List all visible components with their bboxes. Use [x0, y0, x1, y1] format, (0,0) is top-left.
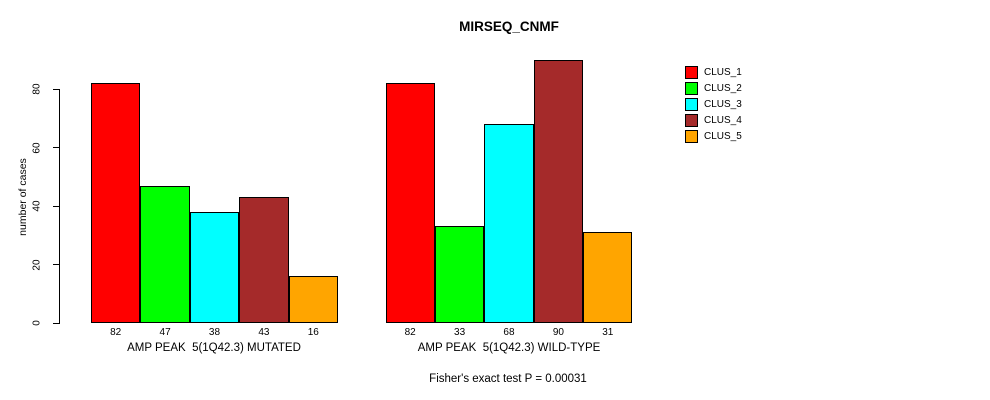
legend-label: CLUS_4	[704, 114, 742, 126]
legend-item: CLUS_4	[685, 112, 742, 128]
y-tick	[53, 147, 60, 148]
bar-value-label: 43	[258, 327, 270, 338]
bar	[189, 211, 240, 323]
y-tick	[53, 205, 60, 207]
bar	[140, 185, 190, 323]
y-tick-label: 40	[31, 200, 43, 212]
fisher-test-annotation: Fisher's exact test P = 0.00031	[429, 373, 587, 385]
legend-item: CLUS_1	[685, 64, 742, 80]
y-tick	[53, 88, 60, 90]
bar-value-label: 16	[307, 327, 319, 338]
legend-swatch	[685, 113, 698, 127]
bar-value-label: 47	[159, 327, 171, 338]
group-label-wildtype: AMP PEAK 5(1Q42.3) WILD-TYPE	[417, 342, 601, 354]
bar	[385, 83, 435, 323]
legend-item: CLUS_5	[685, 128, 742, 144]
y-tick-label: 20	[31, 258, 43, 271]
bar-value-label: 31	[602, 327, 614, 338]
bar	[484, 124, 534, 323]
bar	[239, 197, 289, 323]
bar-value-label: 68	[503, 327, 515, 338]
legend-label: CLUS_3	[704, 98, 742, 110]
y-tick-label: 60	[31, 141, 43, 154]
chart-title: MIRSEQ_CNMF	[459, 19, 559, 34]
legend-item: CLUS_3	[685, 96, 742, 112]
legend-item: CLUS_2	[685, 80, 742, 96]
legend: CLUS_1 CLUS_2 CLUS_3 CLUS_4 CLUS_5	[685, 64, 742, 144]
legend-swatch	[685, 81, 698, 95]
bar-value-label: 82	[404, 327, 416, 338]
legend-label: CLUS_5	[704, 130, 742, 142]
legend-label: CLUS_1	[704, 66, 742, 78]
bar-value-label: 38	[208, 327, 221, 338]
legend-label: CLUS_2	[704, 82, 742, 94]
y-axis-title: number of cases	[17, 158, 29, 236]
group-label-mutated: AMP PEAK 5(1Q42.3) MUTATED	[127, 342, 301, 354]
bar-value-label: 82	[110, 327, 122, 338]
bar	[533, 59, 584, 323]
y-tick	[53, 264, 60, 265]
y-tick	[53, 322, 60, 324]
bar	[583, 232, 633, 323]
bar-value-label: 90	[552, 327, 564, 338]
y-tick-label: 0	[31, 320, 43, 326]
bar	[288, 276, 338, 323]
legend-swatch	[685, 65, 698, 79]
y-tick-label: 80	[31, 83, 43, 95]
bar-value-label: 33	[454, 327, 466, 338]
legend-swatch	[685, 129, 698, 143]
bar	[434, 226, 485, 323]
bar	[91, 83, 141, 323]
legend-swatch	[685, 97, 698, 111]
